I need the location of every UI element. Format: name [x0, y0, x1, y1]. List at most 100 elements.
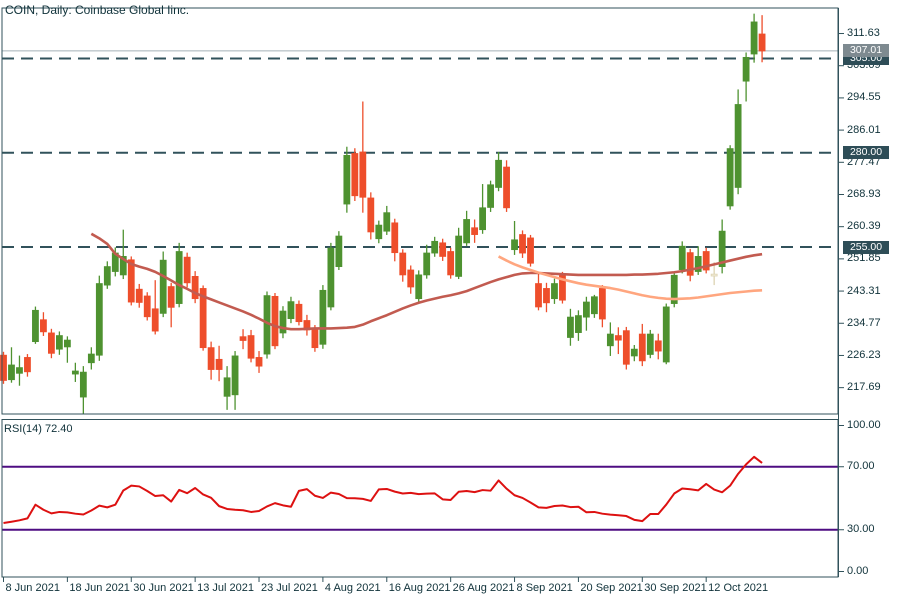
candle-body — [247, 335, 255, 359]
candle-body — [734, 104, 742, 188]
candle-body — [383, 212, 391, 232]
candle-body — [103, 266, 111, 286]
candle-body — [622, 330, 630, 365]
candle-body — [207, 347, 215, 370]
ma-fast-line — [497, 255, 763, 301]
candle-body — [63, 339, 71, 348]
candle-body — [590, 296, 598, 315]
candle-body — [399, 252, 407, 276]
candle-body — [439, 242, 447, 257]
rsi-indicator-panel[interactable] — [2, 420, 838, 577]
candle-body — [710, 273, 718, 277]
candle-body — [463, 219, 471, 244]
candle-body — [24, 357, 31, 373]
candle-body — [718, 230, 726, 268]
candle-body — [551, 283, 558, 300]
candle-body — [223, 377, 231, 397]
candle-body — [606, 333, 614, 347]
candle-body — [598, 288, 606, 320]
candle-body — [535, 283, 542, 308]
candle-body — [183, 256, 191, 284]
candle-body — [758, 33, 766, 52]
ma-slow-line — [90, 232, 763, 331]
candle-body — [479, 207, 487, 231]
candle-body — [662, 306, 670, 363]
candle-body — [447, 251, 455, 276]
rsi-line — [3, 455, 763, 524]
candle-body — [159, 259, 167, 314]
candle-body — [55, 335, 63, 350]
candle-body — [726, 148, 734, 207]
candle-body — [16, 367, 23, 374]
candle-body — [583, 301, 590, 318]
candle-body — [335, 235, 343, 268]
candle-body — [407, 269, 415, 288]
candle-body — [279, 310, 287, 334]
candle-body — [135, 288, 143, 303]
candle-body — [255, 357, 263, 367]
candle-body — [271, 295, 279, 347]
candle-body — [503, 166, 510, 209]
candle-body — [32, 309, 39, 343]
candle-body — [567, 316, 574, 338]
time-scale[interactable] — [2, 577, 838, 600]
candle-body — [40, 319, 47, 333]
candle-body — [191, 276, 199, 300]
candle-body — [638, 333, 646, 362]
candle-body — [471, 227, 479, 235]
candle-body — [670, 274, 678, 304]
main-price-panel[interactable] — [2, 8, 838, 414]
candle-body — [742, 56, 750, 82]
candle-body — [0, 354, 7, 381]
candle-body — [519, 234, 526, 254]
candle-body — [287, 301, 295, 320]
candle-body — [119, 256, 127, 276]
candle-body — [127, 259, 135, 303]
candle-body — [694, 256, 702, 272]
candle-body — [654, 340, 662, 352]
candle-body — [527, 237, 534, 264]
candle-body — [239, 336, 247, 341]
candle-body — [678, 245, 686, 271]
candle-body — [391, 222, 399, 254]
candle-body — [455, 235, 463, 277]
price-scale[interactable] — [838, 8, 900, 577]
candle-body — [375, 224, 383, 240]
candle-body — [151, 308, 159, 332]
candle-body — [575, 315, 582, 333]
candle-body — [231, 355, 239, 396]
candle-body — [415, 274, 423, 300]
candle-body — [614, 335, 622, 341]
candle-body — [8, 364, 15, 381]
candle-body — [87, 353, 95, 364]
candle-body — [487, 184, 494, 208]
candle-body — [175, 251, 183, 304]
candle-body — [686, 252, 694, 276]
candle-body — [167, 286, 175, 308]
candle-body — [646, 333, 654, 355]
candle-body — [630, 348, 638, 357]
candle-body — [79, 371, 87, 398]
candle-body — [359, 151, 367, 198]
candle-body — [423, 252, 431, 276]
candle-body — [295, 303, 303, 323]
candle-body — [48, 332, 55, 354]
candle-body — [199, 288, 207, 349]
candle-body — [71, 370, 79, 375]
candle-body — [702, 251, 710, 271]
candle-body — [511, 239, 518, 251]
candle-body — [319, 289, 327, 345]
candle-body — [343, 154, 351, 205]
candle-body — [351, 153, 359, 197]
candle-body — [215, 358, 223, 370]
candle-body — [431, 240, 439, 254]
candle-body — [143, 295, 151, 318]
candle-body — [543, 288, 550, 304]
candle-body — [327, 247, 335, 308]
candle-body — [95, 283, 103, 356]
candle-body — [750, 21, 758, 55]
candle-body — [495, 159, 502, 188]
candle-body — [367, 197, 375, 233]
